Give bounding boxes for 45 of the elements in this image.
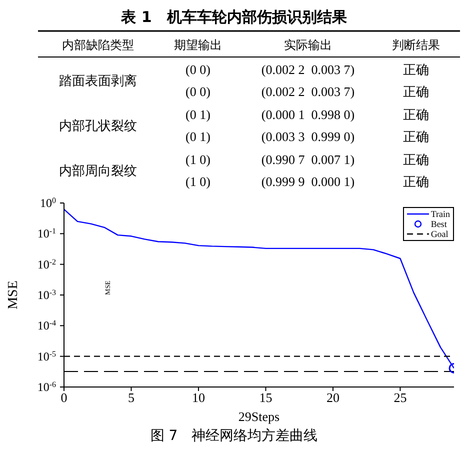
text: 正确 [403, 130, 429, 145]
text: (0.000 1 0.998 0) [261, 107, 355, 122]
text: 踏面表面剥离 [59, 73, 137, 89]
category-label: 期望输出 [174, 38, 222, 52]
y-tick-label: 10$^{-5}$ [37, 348, 56, 364]
text: (0.999 9 0.000 1) [261, 174, 355, 189]
text: (0.002 2 0.003 7) [261, 84, 355, 99]
text: 图 7 神经网络均方差曲线 [149, 427, 319, 445]
category-label: 实际输出 [284, 38, 332, 52]
x-tick-label: 0 [60, 390, 68, 406]
text: (1 0) [186, 152, 210, 167]
y-tick-label: 10$^{-2}$ [37, 256, 56, 272]
y-tick-label: 10$^{-6}$ [37, 380, 56, 394]
text: 正确 [403, 63, 429, 78]
x-tick-label: 20 [326, 390, 340, 406]
x-tick-label: 5 [128, 390, 134, 406]
x-tick-label: 15 [259, 390, 272, 406]
x-tick-label: 10 [192, 390, 205, 406]
category-label: 判断结果 [392, 38, 440, 52]
text: 正确 [403, 153, 429, 168]
text: (0.003 3 0.999 0) [261, 129, 355, 144]
text: (0 0) [186, 62, 210, 77]
text: 内部周向裂纹 [59, 164, 137, 179]
text: 正确 [403, 175, 429, 190]
legend-label: Train [430, 209, 450, 219]
y-tick-label: 10$^{-3}$ [37, 288, 56, 302]
text: (0.002 2 0.003 7) [261, 62, 355, 77]
y-tick-label: 10$^{0}$ [40, 196, 56, 210]
text: 内部孔状裂纹 [59, 119, 137, 134]
legend-label: Best [430, 219, 447, 229]
text: (1 0) [186, 174, 210, 189]
y-tick-label: 10$^{-1}$ [37, 226, 56, 241]
text: 正确 [403, 108, 429, 123]
text: (0 1) [186, 107, 210, 122]
legend-label: Goal [430, 229, 448, 239]
x-tick-label: 25 [394, 390, 407, 406]
text: (0 1) [186, 129, 210, 144]
text: 表 1 机车车轮内部伤损识别结果 [120, 8, 348, 26]
category-label: 内部缺陷类型 [62, 38, 134, 52]
y-tick-label: 10$^{-4}$ [37, 318, 56, 333]
text: 正确 [403, 85, 429, 100]
text: (0 0) [186, 84, 210, 99]
text: (0.990 7 0.007 1) [261, 152, 355, 167]
y-axis-title: MSE [6, 280, 21, 310]
x-axis-title: 29Steps [238, 409, 280, 424]
